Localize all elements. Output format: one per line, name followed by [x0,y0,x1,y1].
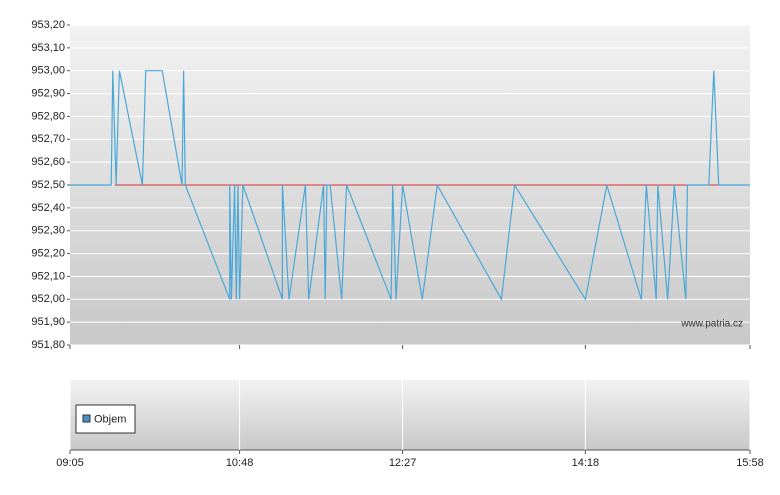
price-line [70,70,750,302]
x-tick-label: 14:18 [572,457,600,469]
y-tick-label: 952,20 [31,247,65,259]
legend-swatch [82,414,91,423]
watermark: www.patria.cz [680,319,743,330]
legend-label: Objem [94,413,126,425]
y-tick-label: 952,90 [31,87,65,99]
x-tick-label: 09:05 [56,457,84,469]
volume-area [70,380,750,450]
y-tick-label: 951,80 [31,339,65,351]
y-tick-label: 952,60 [31,156,65,168]
y-tick-label: 953,00 [31,65,65,77]
y-tick-label: 952,30 [31,225,65,237]
x-tick-label: 10:48 [226,457,254,469]
y-tick-label: 952,80 [31,110,65,122]
y-tick-label: 952,10 [31,270,65,282]
y-tick-label: 952,70 [31,133,65,145]
y-tick-label: 952,50 [31,179,65,191]
y-tick-label: 953,10 [31,42,65,54]
y-tick-label: 952,00 [31,293,65,305]
y-tick-label: 953,20 [31,19,65,31]
x-tick-label: 12:27 [389,457,417,469]
x-tick-label: 15:58 [736,457,764,469]
y-tick-label: 952,40 [31,202,65,214]
y-tick-label: 951,90 [31,316,65,328]
